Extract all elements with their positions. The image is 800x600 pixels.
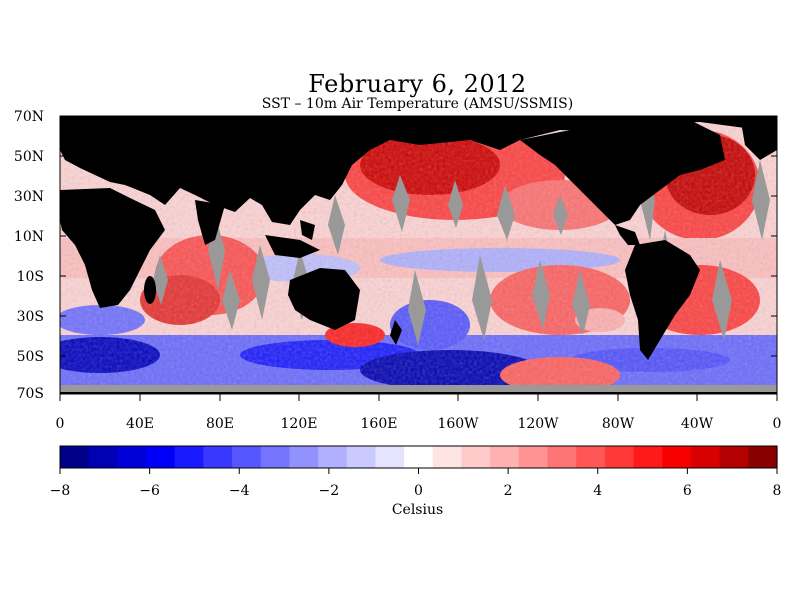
- colorbar-swatch: [375, 446, 405, 468]
- lat-label: 70N: [14, 109, 44, 125]
- colorbar-swatch: [547, 446, 577, 468]
- map-field: [60, 116, 777, 394]
- colorbar-swatch: [748, 446, 778, 468]
- lon-label: 40W: [681, 416, 714, 432]
- lat-label: 30N: [14, 189, 44, 205]
- lon-label: 80W: [602, 416, 635, 432]
- colorbar-tick-label: 8: [773, 483, 782, 499]
- colorbar-swatch: [518, 446, 549, 468]
- colorbar-swatch: [318, 446, 348, 468]
- colorbar-swatch: [719, 446, 749, 468]
- colorbar-tick-label: 6: [683, 483, 692, 499]
- lon-labels: 0 40E 80E 120E 160E 160W 120W 80W 40W 0: [56, 416, 782, 432]
- colorbar-swatch: [174, 446, 204, 468]
- map-subtitle: SST – 10m Air Temperature (AMSU/SSMIS): [261, 96, 574, 112]
- colorbar-swatch: [346, 446, 377, 468]
- land-masses: [60, 116, 777, 394]
- colorbar-tick-label: 4: [593, 483, 602, 499]
- lon-label: 0: [773, 416, 782, 432]
- colorbar-tick-label: −4: [229, 483, 250, 499]
- lon-label: 40E: [126, 416, 154, 432]
- colorbar: [60, 446, 778, 468]
- colorbar-swatch: [490, 446, 520, 468]
- colorbar-tick-label: 2: [504, 483, 513, 499]
- colorbar-swatch: [604, 446, 635, 468]
- colorbar-swatch: [404, 446, 434, 468]
- lon-ticks: [59, 394, 778, 401]
- lat-labels: 70N 50N 30N 10N 10S 30S 50S 70S: [14, 109, 44, 402]
- colorbar-swatch: [461, 446, 491, 468]
- lon-label: 120W: [517, 416, 559, 432]
- lat-label: 10N: [14, 229, 44, 245]
- lon-label: 160W: [437, 416, 479, 432]
- lat-label: 50N: [14, 149, 44, 165]
- map-title: February 6, 2012: [308, 70, 527, 98]
- lon-label: 80E: [206, 416, 234, 432]
- colorbar-title: Celsius: [391, 502, 444, 518]
- colorbar-tick-labels: −8 −6 −4 −2 0 2 4 6 8: [50, 483, 782, 499]
- colorbar-tick-label: −6: [139, 483, 160, 499]
- lon-label: 160E: [361, 416, 398, 432]
- colorbar-swatch: [88, 446, 118, 468]
- colorbar-swatch: [289, 446, 319, 468]
- colorbar-swatch: [633, 446, 663, 468]
- lat-label: 70S: [17, 386, 44, 402]
- colorbar-swatch: [146, 446, 176, 468]
- lat-label: 30S: [17, 309, 44, 325]
- lon-label: 120E: [281, 416, 318, 432]
- colorbar-swatch: [232, 446, 262, 468]
- colorbar-swatch: [260, 446, 291, 468]
- colorbar-swatch: [203, 446, 233, 468]
- lon-label: 0: [56, 416, 65, 432]
- colorbar-swatch: [432, 446, 463, 468]
- map-frame: [59, 115, 778, 395]
- colorbar-tick-label: −2: [319, 483, 340, 499]
- colorbar-tick-label: 0: [414, 483, 423, 499]
- lat-ticks: [60, 115, 777, 395]
- colorbar-swatch: [576, 446, 606, 468]
- colorbar-swatch: [690, 446, 721, 468]
- colorbar-swatch: [662, 446, 692, 468]
- colorbar-swatch: [117, 446, 147, 468]
- lat-label: 50S: [17, 349, 44, 365]
- colorbar-ticks: [59, 468, 778, 474]
- colorbar-swatch: [60, 446, 90, 468]
- colorbar-tick-label: −8: [50, 483, 71, 499]
- lat-label: 10S: [17, 269, 44, 285]
